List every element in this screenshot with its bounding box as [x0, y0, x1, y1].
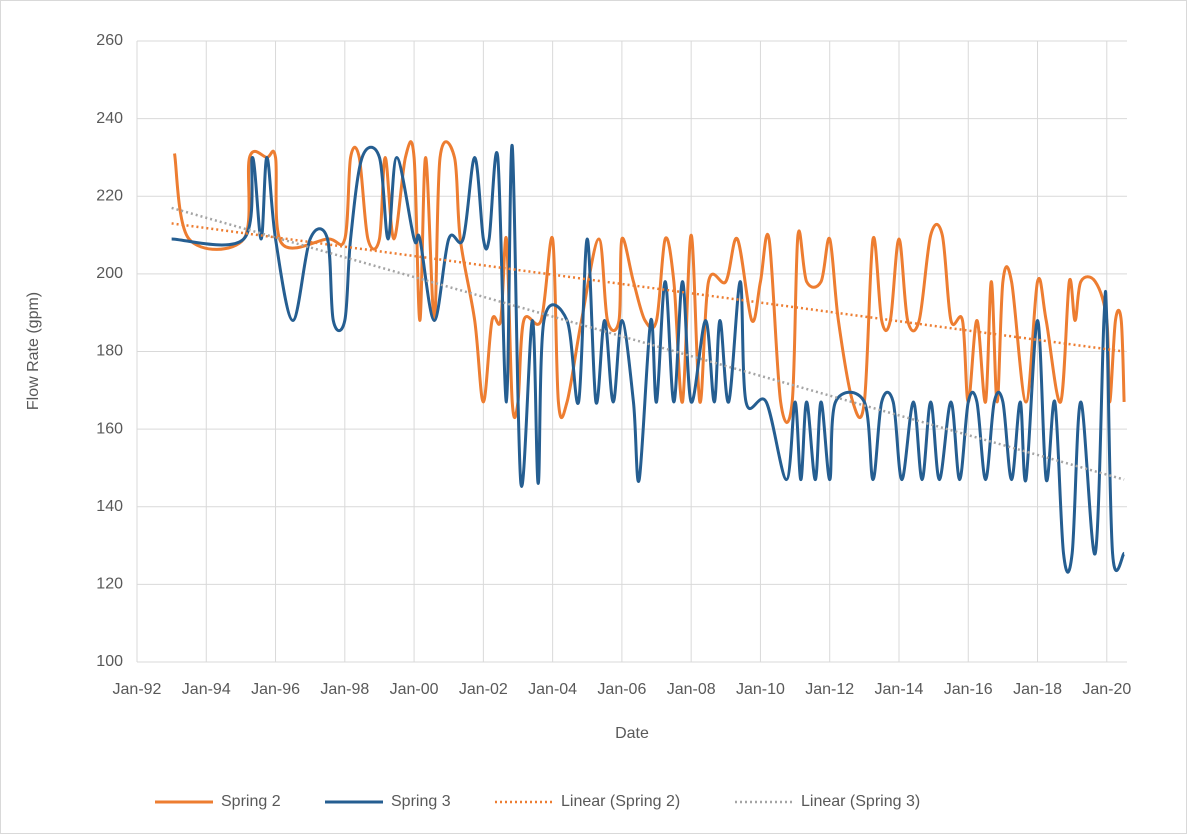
legend-label: Spring 2 [221, 793, 281, 810]
y-tick-label: 200 [96, 265, 123, 282]
trend-line [171, 222, 1125, 353]
x-tick-label: Jan-20 [1082, 681, 1131, 698]
y-tick-label: 100 [96, 653, 123, 670]
y-axis-title: Flow Rate (gpm) [25, 292, 42, 410]
y-tick-label: 220 [96, 187, 123, 204]
x-tick-label: Jan-98 [320, 681, 369, 698]
data-line [173, 140, 1126, 425]
x-tick-label: Jan-06 [597, 681, 646, 698]
y-tick-label: 160 [96, 420, 123, 437]
x-tick-label: Jan-18 [1013, 681, 1062, 698]
x-tick-label: Jan-12 [805, 681, 854, 698]
x-tick-label: Jan-10 [736, 681, 785, 698]
legend-label: Linear (Spring 2) [561, 793, 680, 810]
x-tick-label: Jan-94 [182, 681, 231, 698]
data-line [171, 144, 1126, 574]
x-tick-label: Jan-00 [390, 681, 439, 698]
x-axis-title: Date [615, 725, 649, 742]
x-tick-label: Jan-16 [944, 681, 993, 698]
x-tick-label: Jan-96 [251, 681, 300, 698]
y-tick-label: 240 [96, 110, 123, 127]
legend-label: Linear (Spring 3) [801, 793, 920, 810]
x-tick-label: Jan-14 [875, 681, 924, 698]
x-tick-label: Jan-08 [667, 681, 716, 698]
y-tick-label: 180 [96, 343, 123, 360]
legend-label: Spring 3 [391, 793, 451, 810]
y-tick-label: 120 [96, 576, 123, 593]
x-tick-label: Jan-04 [528, 681, 577, 698]
y-tick-label: 140 [96, 498, 123, 515]
y-tick-label: 260 [96, 32, 123, 49]
x-tick-label: Jan-02 [459, 681, 508, 698]
trend-line [171, 206, 1125, 481]
x-tick-label: Jan-92 [113, 681, 162, 698]
